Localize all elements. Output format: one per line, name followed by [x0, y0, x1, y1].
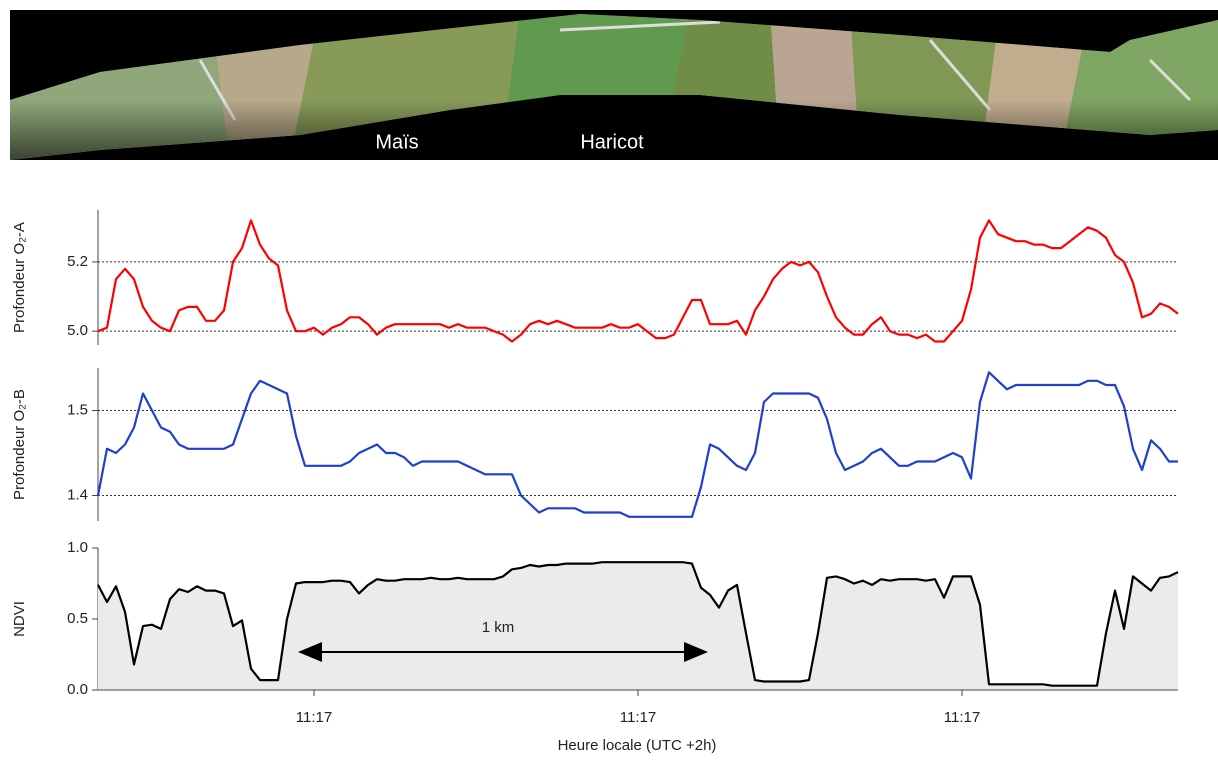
y-axis-label: Profondeur O₂-A: [11, 222, 28, 333]
aerial-image: Maïs Haricot: [10, 10, 1218, 160]
data-area: [98, 562, 1178, 690]
data-line: [97, 219, 1179, 343]
y-axis-label: Profondeur O₂-B: [11, 389, 28, 500]
data-line: [96, 371, 1178, 518]
y-tick-label: 1.5: [67, 401, 88, 418]
image-label: Maïs: [375, 131, 418, 153]
x-axis-label: Heure locale (UTC +2h): [558, 737, 717, 754]
x-tick-label: 11:17: [944, 709, 980, 726]
y-tick-label: 0.0: [67, 681, 88, 698]
y-tick-label: 1.4: [67, 486, 88, 503]
y-tick-label: 1.0: [67, 539, 88, 556]
y-tick-label: 5.0: [67, 322, 88, 339]
image-label: Haricot: [580, 131, 644, 153]
annotation: 1 km: [482, 619, 515, 636]
x-tick-label: 11:17: [620, 709, 656, 726]
y-tick-label: 0.5: [67, 610, 88, 627]
data-line: [97, 561, 1179, 687]
y-tick-label: 5.2: [67, 253, 88, 270]
x-tick-label: 11:17: [296, 709, 332, 726]
y-axis-label: NDVI: [11, 601, 28, 637]
